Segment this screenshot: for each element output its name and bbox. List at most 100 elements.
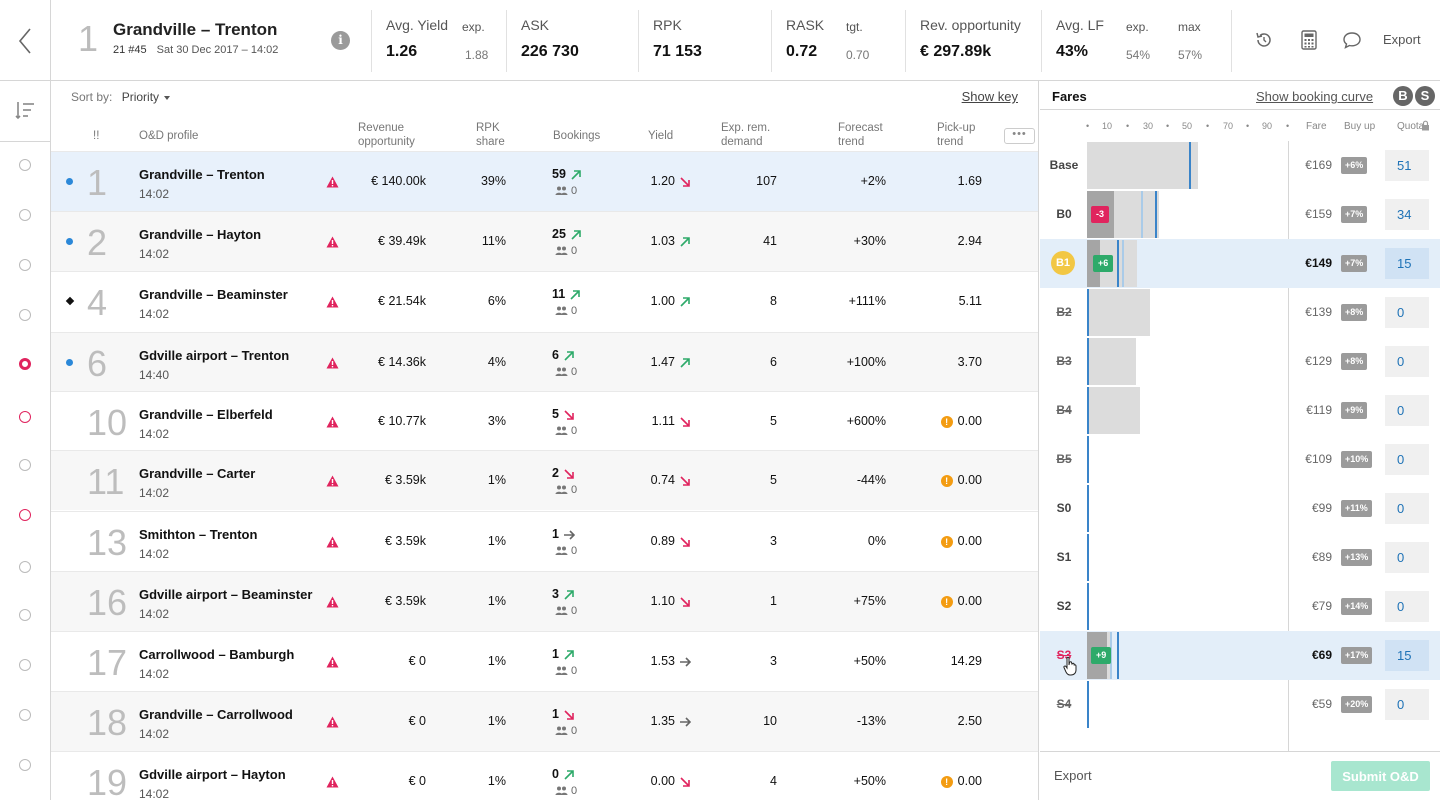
rail-dot[interactable]	[19, 209, 31, 221]
col-priority[interactable]: !!	[93, 130, 100, 142]
sort-dropdown[interactable]: Priority	[121, 90, 171, 104]
fare-row[interactable]: S4 €59 +20%	[1040, 680, 1440, 729]
table-row[interactable]: 10 Grandville – Elberfeld 14:02 € 10.77k 3% 5…	[51, 391, 1038, 451]
quota-input[interactable]	[1385, 395, 1429, 426]
rail-dot[interactable]	[19, 459, 31, 471]
quota-input[interactable]	[1385, 591, 1429, 622]
quota-input[interactable]	[1385, 346, 1429, 377]
more-columns-button[interactable]: •••	[1004, 128, 1035, 144]
limit-marker[interactable]	[1087, 534, 1089, 581]
history-button[interactable]	[1252, 28, 1276, 52]
sort-list-button[interactable]	[14, 99, 36, 121]
info-icon[interactable]: i	[331, 31, 350, 50]
class-badge: B1	[1051, 251, 1075, 275]
fare-value: €99	[1311, 501, 1332, 515]
fare-row[interactable]: B3 €129 +8%	[1040, 337, 1440, 386]
group-icon	[555, 606, 568, 616]
rail-divider	[0, 141, 51, 142]
table-row[interactable]: 6 Gdville airport – Trenton 14:40 € 14.36k 4…	[51, 332, 1038, 392]
show-key-link[interactable]: Show key	[961, 89, 1018, 104]
lock-icon[interactable]	[1421, 120, 1430, 131]
col-forecast-trend[interactable]: Forecast trend	[838, 121, 883, 149]
yield-value: 1.00	[631, 294, 691, 308]
fare-row[interactable]: B1 +6 €149 +7%	[1040, 239, 1440, 288]
quota-input[interactable]	[1385, 150, 1429, 181]
rail-dot[interactable]	[19, 159, 31, 171]
table-row[interactable]: 19 Gdville airport – Hayton 14:02 € 0 1% 0 0 0.…	[51, 751, 1038, 800]
quota-input[interactable]	[1385, 689, 1429, 720]
export-button[interactable]: Export	[1383, 32, 1421, 47]
fare-value: €109	[1305, 452, 1332, 466]
show-booking-curve-link[interactable]: Show booking curve	[1256, 89, 1374, 104]
table-row[interactable]: 4 Grandville – Beaminster 14:02 € 21.54k 6% 1…	[51, 271, 1038, 331]
table-row[interactable]: 11 Grandville – Carter 14:02 € 3.59k 1% 2 0 0.7…	[51, 450, 1038, 510]
col-revenue-opportunity[interactable]: Revenue opportunity	[358, 121, 415, 149]
fare-row[interactable]: B0 -3 €159 +7%	[1040, 190, 1440, 239]
trend-flat-icon	[563, 530, 575, 540]
quota-input[interactable]	[1385, 542, 1429, 573]
col-od-profile[interactable]: O&D profile	[139, 130, 199, 142]
table-row[interactable]: 18 Grandville – Carrollwood 14:02 € 0 1% 1 0 1.…	[51, 691, 1038, 751]
col-yield[interactable]: Yield	[648, 130, 674, 142]
limit-marker[interactable]	[1087, 485, 1089, 532]
sort-value: Priority	[121, 90, 160, 104]
rail-dot[interactable]	[19, 411, 31, 423]
limit-marker[interactable]	[1117, 632, 1119, 679]
fare-row[interactable]: B4 €119 +9%	[1040, 386, 1440, 435]
rail-dot[interactable]	[19, 759, 31, 771]
fare-row[interactable]: S2 €79 +14%	[1040, 582, 1440, 631]
col-pickup-trend[interactable]: Pick-up trend	[937, 121, 975, 149]
limit-marker[interactable]	[1087, 583, 1089, 630]
table-row[interactable]: 17 Carrollwood – Bamburgh 14:02 € 0 1% 1 0 1.53…	[51, 631, 1038, 691]
fare-row[interactable]: B5 €109 +10%	[1040, 435, 1440, 484]
rail-dot[interactable]	[19, 709, 31, 721]
quota-input[interactable]	[1385, 444, 1429, 475]
comment-button[interactable]	[1340, 28, 1364, 52]
col-line: trend	[937, 136, 964, 148]
limit-marker[interactable]	[1087, 436, 1089, 483]
fare-row[interactable]: Base €169 +6%	[1040, 141, 1440, 190]
fare-row[interactable]: B2 €139 +8%	[1040, 288, 1440, 337]
toggle-b-button[interactable]: B	[1393, 86, 1413, 106]
alert-icon	[326, 716, 339, 728]
exp-rem-demand: 3	[770, 534, 777, 548]
table-row[interactable]: 13 Smithton – Trenton 14:02 € 3.59k 1% 1 0 0.89…	[51, 511, 1038, 571]
table-row[interactable]: 16 Gdville airport – Beaminster 14:02 € 3.5…	[51, 571, 1038, 631]
rail-dot-active[interactable]	[19, 358, 31, 370]
rail-dot[interactable]	[19, 309, 31, 321]
quota-input[interactable]	[1385, 248, 1429, 279]
rail-dot[interactable]	[19, 659, 31, 671]
col-exp-rem-demand[interactable]: Exp. rem. demand	[721, 121, 770, 149]
limit-marker[interactable]	[1087, 338, 1089, 385]
fare-row[interactable]: S0 €99 +11%	[1040, 484, 1440, 533]
limit-marker[interactable]	[1155, 191, 1157, 238]
col-rpk-share[interactable]: RPK share	[476, 121, 505, 149]
table-row[interactable]: 1 Grandville – Trenton 14:02 € 140.00k 39% 59…	[51, 151, 1038, 211]
calculator-button[interactable]	[1297, 28, 1321, 52]
limit-marker[interactable]	[1087, 387, 1089, 434]
quota-input[interactable]	[1385, 297, 1429, 328]
fares-export-button[interactable]: Export	[1054, 768, 1092, 783]
limit-marker[interactable]	[1189, 142, 1191, 189]
limit-marker[interactable]	[1117, 240, 1119, 287]
table-row[interactable]: 2 Grandville – Hayton 14:02 € 39.49k 11% 25 0 1…	[51, 211, 1038, 271]
quota-input[interactable]	[1385, 493, 1429, 524]
limit-marker[interactable]	[1087, 681, 1089, 728]
limit-marker[interactable]	[1087, 289, 1089, 336]
booking-change-chip: +6	[1093, 255, 1114, 272]
fare-value: €169	[1305, 158, 1332, 172]
submit-od-button[interactable]: Submit O&D	[1331, 761, 1430, 791]
rail-dot[interactable]	[19, 509, 31, 521]
forecast-trend: +50%	[853, 774, 886, 788]
row-rank: 11	[87, 461, 125, 502]
rail-dot[interactable]	[19, 609, 31, 621]
fare-row[interactable]: S1 €89 +13%	[1040, 533, 1440, 582]
quota-input[interactable]	[1385, 199, 1429, 230]
col-bookings[interactable]: Bookings	[553, 130, 601, 142]
rail-dot[interactable]	[19, 561, 31, 573]
back-button[interactable]	[0, 0, 51, 81]
fare-row[interactable]: S3 +9 €69 +17%	[1040, 631, 1440, 680]
toggle-s-button[interactable]: S	[1415, 86, 1435, 106]
quota-input[interactable]	[1385, 640, 1429, 671]
rail-dot[interactable]	[19, 259, 31, 271]
